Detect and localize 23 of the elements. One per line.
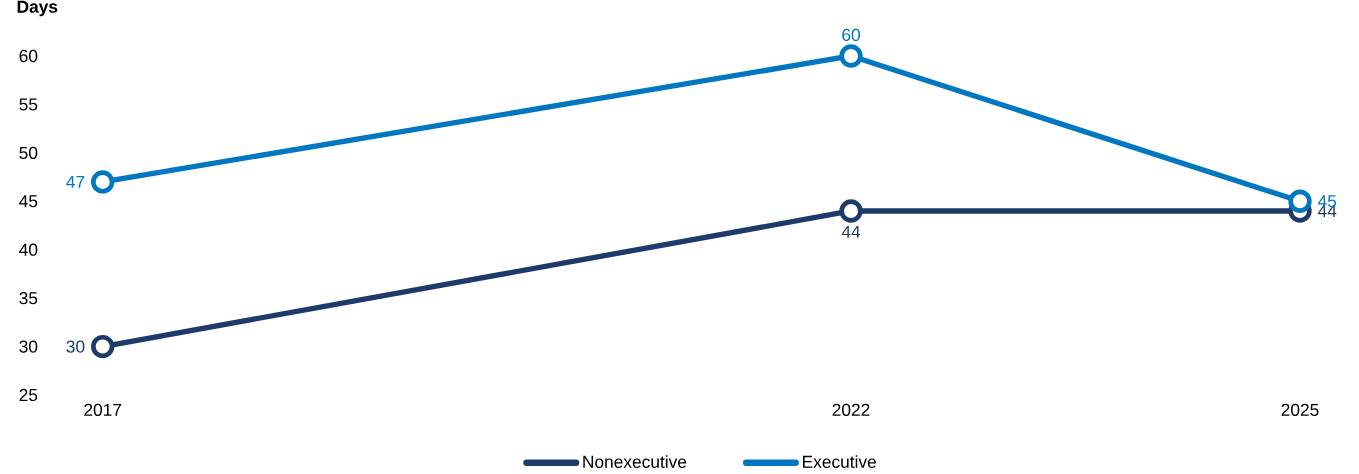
y-axis-title: Days xyxy=(17,0,58,17)
point xyxy=(1288,189,1312,213)
y-tick-label: 35 xyxy=(19,291,38,305)
point xyxy=(91,334,115,359)
y-tick-label: 45 xyxy=(19,195,38,208)
data-label: 30 xyxy=(66,340,85,353)
legend-label: Executive xyxy=(803,455,876,468)
y-tick-label: 50 xyxy=(19,146,38,159)
x-tick-label: 2022 xyxy=(832,403,870,416)
data-label: 44 xyxy=(841,225,861,238)
y-tick-label: 60 xyxy=(19,49,38,63)
y-tick-label: 40 xyxy=(19,243,38,256)
point xyxy=(91,170,115,194)
x-tick-label: 2025 xyxy=(1281,403,1319,416)
point xyxy=(839,199,863,223)
data-label: 60 xyxy=(842,28,860,42)
y-tick-label: 55 xyxy=(19,98,38,111)
y-tick-label: 30 xyxy=(19,340,38,353)
legend-label: Nonexecutive xyxy=(583,455,687,468)
data-label: 47 xyxy=(66,175,85,188)
y-tick-label: 25 xyxy=(19,388,38,402)
x-tick-label: 2017 xyxy=(84,403,122,416)
point xyxy=(839,44,863,68)
